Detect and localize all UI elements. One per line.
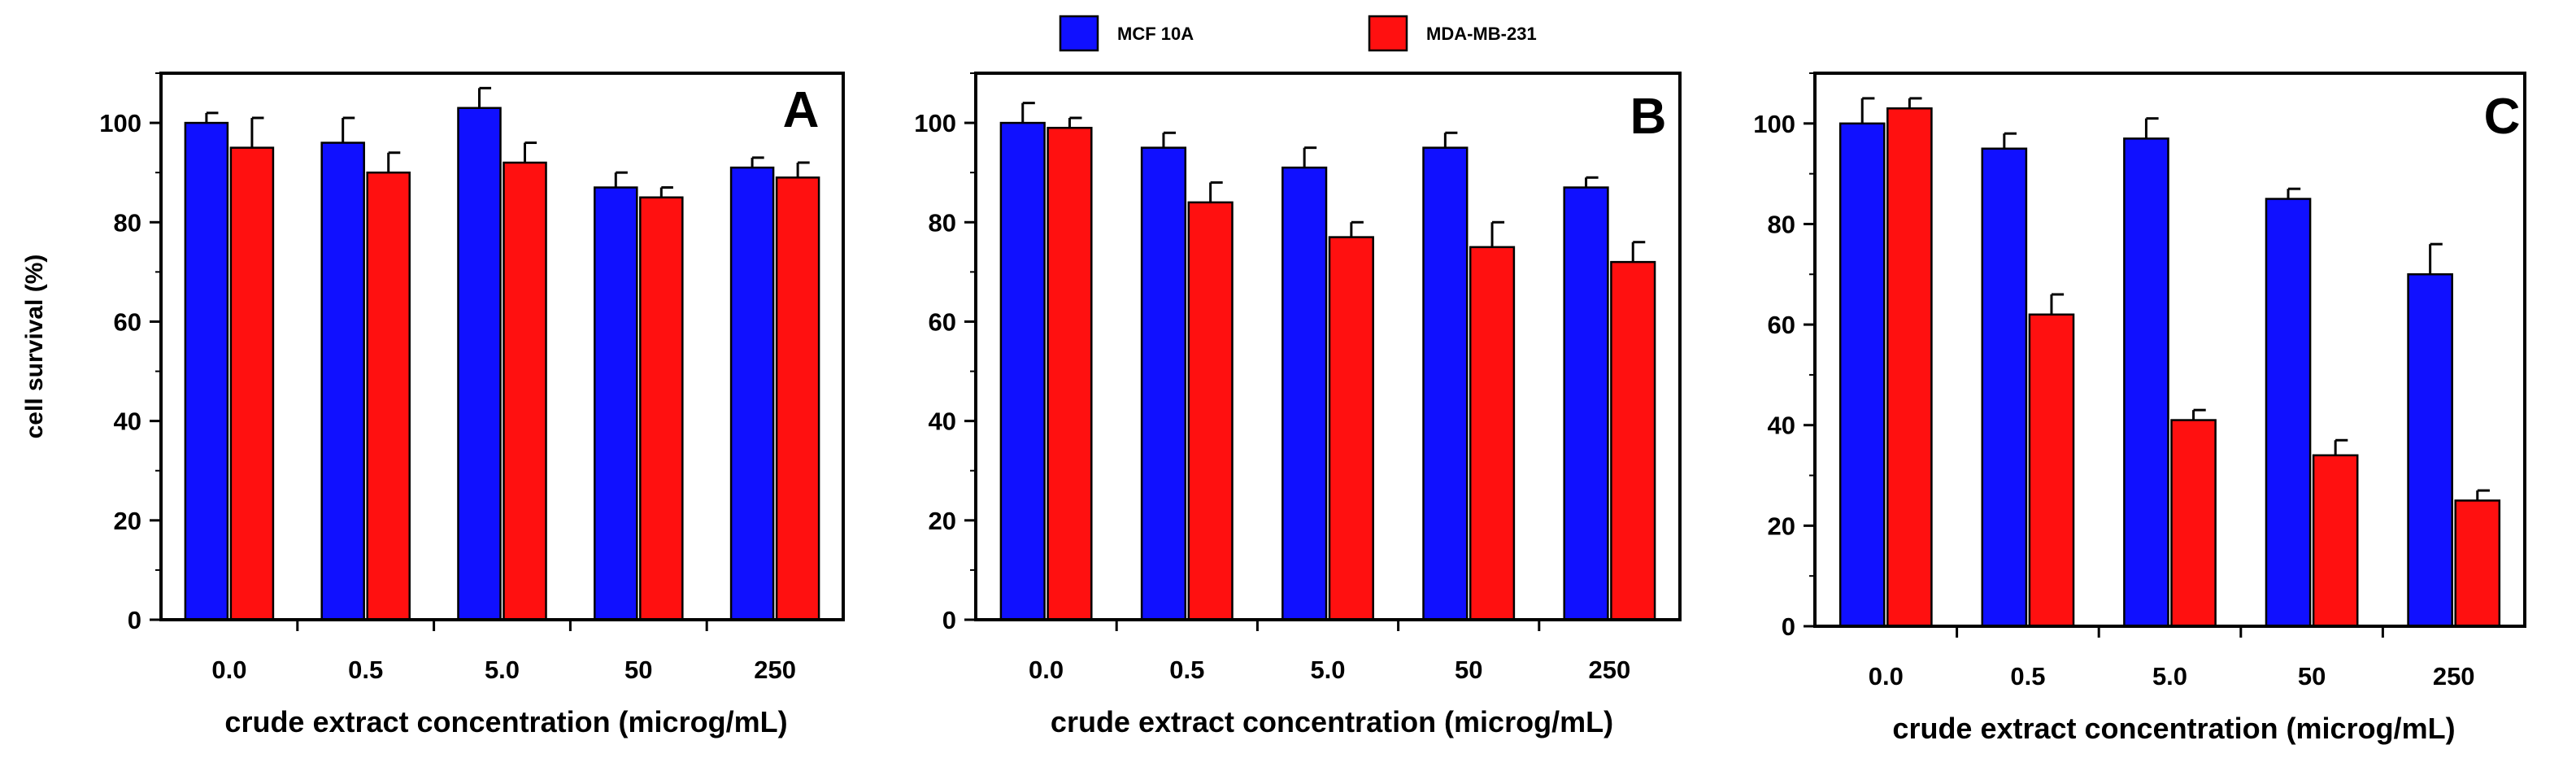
y-tick-label: 40 <box>114 407 141 436</box>
x-tick-label: 5.0 <box>2152 662 2187 690</box>
plot-frame <box>159 72 845 621</box>
bar-mdamb231-5.0 <box>1328 236 1374 621</box>
chart-panel-b: 0 20 40 60 80 100 0.0 0.5 5.0 50 250 crude extract … <box>914 72 1682 738</box>
bar-mdamb231-50 <box>1469 246 1516 621</box>
bar-mdamb231-50 <box>639 196 684 621</box>
y-tick-label: 100 <box>99 109 141 137</box>
y-tick-label: 100 <box>914 109 956 137</box>
bar-mcf10a-5.0 <box>457 107 502 621</box>
legend: MCF 10A MDA-MB-231 <box>1059 15 1537 52</box>
bar-mcf10a-0.5 <box>320 142 365 621</box>
panel-letter: B <box>1630 89 1667 145</box>
bar-mdamb231-50 <box>2312 454 2359 628</box>
y-tick-label: 60 <box>929 307 956 336</box>
y-tick-label: 100 <box>1753 110 1795 138</box>
bar-mdamb231-250 <box>1610 260 1656 621</box>
bar-mdamb231-0.5 <box>1187 201 1234 621</box>
x-axis-title: crude extract concentration (microg/mL) <box>1051 705 1613 738</box>
bar-mdamb231-0.0 <box>1046 126 1093 621</box>
x-tick-label: 50 <box>1455 656 1482 684</box>
bar-mcf10a-250 <box>1563 186 1609 621</box>
y-tick-label: 0 <box>942 606 956 634</box>
y-tick-label: 20 <box>929 507 956 535</box>
x-tick-label: 250 <box>2433 662 2475 690</box>
chart-panel-c: 0 20 40 60 80 100 0.0 0.5 5.0 50 250 crude extract … <box>1753 72 2526 745</box>
y-tick-label: 80 <box>929 208 956 237</box>
bar-mcf10a-50 <box>2265 198 2312 628</box>
bar-mcf10a-5.0 <box>1281 166 1328 621</box>
x-tick-label: 0.5 <box>348 656 383 684</box>
x-tick-label: 0.0 <box>211 656 246 684</box>
x-tick-label: 250 <box>754 656 796 684</box>
legend-swatch-mcf10a <box>1059 15 1099 52</box>
x-tick-label: 50 <box>2298 662 2326 690</box>
x-axis-title: crude extract concentration (microg/mL) <box>1892 712 2455 745</box>
bar-mcf10a-50 <box>594 186 638 621</box>
y-tick-label: 0 <box>1782 612 1795 641</box>
legend-label: MDA-MB-231 <box>1426 24 1537 44</box>
panel-letter: C <box>2484 89 2521 145</box>
bar-mdamb231-0.0 <box>229 146 275 621</box>
y-tick-label: 0 <box>128 606 141 634</box>
bar-mcf10a-0.5 <box>1140 146 1187 621</box>
y-tick-label: 20 <box>1768 512 1795 540</box>
bar-mdamb231-0.5 <box>2028 313 2075 628</box>
bar-mcf10a-0.0 <box>184 121 229 621</box>
bar-mcf10a-5.0 <box>2123 137 2169 628</box>
y-tick-label: 60 <box>114 307 141 336</box>
bar-mdamb231-0.5 <box>366 171 411 621</box>
chart-panel-a: 0 20 40 60 80 100 0.0 0.5 5.0 50 250 crude extract … <box>21 72 845 738</box>
y-tick-label: 40 <box>929 407 956 436</box>
bar-mcf10a-250 <box>729 166 775 621</box>
bar-mcf10a-0.0 <box>1838 122 1886 628</box>
bar-mcf10a-0.5 <box>1981 147 2028 628</box>
bar-mdamb231-0.0 <box>1886 107 1933 628</box>
y-tick-label: 80 <box>114 208 141 237</box>
x-axis-title: crude extract concentration (microg/mL) <box>224 705 787 738</box>
y-axis-title: cell survival (%) <box>21 255 48 439</box>
plot-frame <box>974 72 1682 621</box>
bar-mcf10a-250 <box>2407 273 2453 628</box>
panel-letter: A <box>783 82 820 138</box>
bar-mdamb231-5.0 <box>2170 419 2217 628</box>
y-tick-label: 40 <box>1768 412 1795 440</box>
y-tick-label: 20 <box>114 507 141 535</box>
bar-mdamb231-250 <box>2454 499 2501 628</box>
x-tick-label: 5.0 <box>485 656 520 684</box>
x-tick-label: 5.0 <box>1310 656 1345 684</box>
x-tick-label: 0.0 <box>1869 662 1904 690</box>
y-tick-label: 60 <box>1768 311 1795 339</box>
bar-mcf10a-0.0 <box>999 121 1046 621</box>
legend-label: MCF 10A <box>1117 24 1194 44</box>
bar-mcf10a-50 <box>1422 146 1469 621</box>
y-tick-label: 80 <box>1768 210 1795 238</box>
x-tick-label: 0.0 <box>1029 656 1064 684</box>
legend-swatch-mdamb231 <box>1368 15 1408 52</box>
x-tick-label: 50 <box>624 656 652 684</box>
x-tick-label: 0.5 <box>1169 656 1204 684</box>
plot-frame <box>1813 72 2526 628</box>
x-tick-label: 0.5 <box>2010 662 2045 690</box>
bar-mdamb231-250 <box>775 176 820 621</box>
bar-mdamb231-5.0 <box>503 161 547 621</box>
x-tick-label: 250 <box>1589 656 1631 684</box>
